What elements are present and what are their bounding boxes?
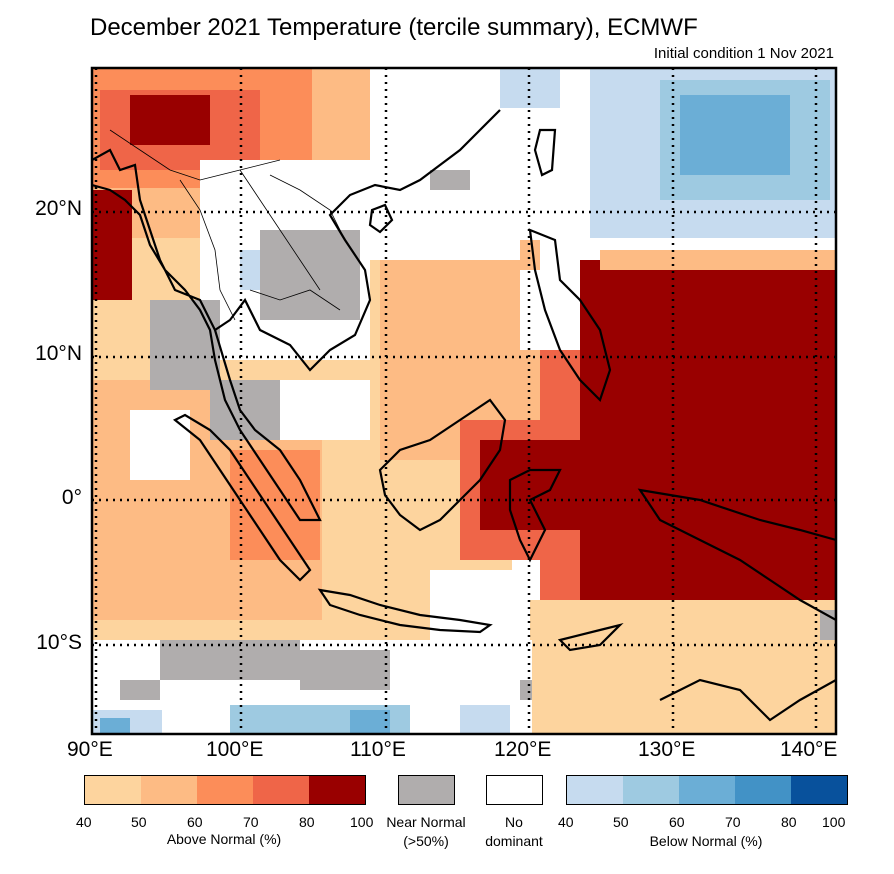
above-80-region (580, 260, 836, 600)
below-60-region (350, 710, 390, 734)
near-normal-label-line2: (>50%) (403, 833, 449, 849)
above-tick: 100 (350, 814, 374, 830)
above-80-region (92, 190, 132, 300)
below-tick: 50 (613, 814, 629, 830)
below-40-region (500, 68, 560, 108)
map-title: December 2021 Temperature (tercile summa… (90, 14, 698, 41)
below-40-region (460, 705, 510, 734)
below-normal-colorbar (566, 775, 848, 805)
below-70-swatch (735, 776, 791, 804)
near-normal-label-line1: Near Normal (386, 814, 466, 830)
below-60-region (100, 718, 130, 734)
hainan-coastline (368, 203, 394, 234)
below-tick: 40 (558, 814, 574, 830)
above-60-region (230, 450, 320, 560)
mainland-east-coastline (214, 109, 501, 372)
above-tick: 70 (243, 814, 259, 830)
below-40-swatch (567, 776, 623, 804)
below-50-swatch (623, 776, 679, 804)
lon-label-90e: 90°E (67, 738, 113, 761)
above-tick: 60 (187, 814, 203, 830)
below-normal-regions (92, 68, 836, 734)
below-80-swatch (791, 776, 847, 804)
lon-label-100e: 100°E (206, 738, 264, 761)
sulawesi-coastline (508, 468, 562, 563)
below-normal-caption: Below Normal (%) (649, 833, 763, 849)
no-dominant-label-line1: No (505, 814, 523, 830)
lat-label-10s: 10°S (36, 631, 82, 654)
borneo-coastline (378, 398, 507, 532)
timor-coastline (557, 622, 624, 652)
below-tick: 70 (725, 814, 741, 830)
no-dominant-label-line2: dominant (485, 833, 543, 849)
below-tick: 80 (781, 814, 797, 830)
sumatra-coastline (172, 413, 312, 582)
below-60-swatch (679, 776, 735, 804)
mainland-coastline (92, 148, 322, 522)
lat-label-0: 0° (61, 486, 82, 509)
below-tick: 60 (669, 814, 685, 830)
above-tick: 80 (299, 814, 315, 830)
map-frame (90, 66, 838, 736)
lon-label-130e: 130°E (638, 738, 696, 761)
coastlines (92, 109, 836, 722)
above-70-swatch (253, 776, 309, 804)
java-coastline (317, 588, 493, 634)
lon-label-140e: 140°E (780, 738, 838, 761)
above-tick: 50 (131, 814, 147, 830)
below-tick: 100 (822, 814, 846, 830)
above-60-swatch (197, 776, 253, 804)
above-normal-caption: Above Normal (%) (166, 831, 282, 847)
map-subtitle: Initial condition 1 Nov 2021 (653, 45, 834, 62)
australia-coastline (659, 678, 836, 722)
above-80-region (130, 95, 210, 145)
above-40-region (520, 600, 836, 734)
philippines-coastline (528, 228, 612, 403)
above-normal-colorbar (84, 775, 366, 805)
taiwan-coastline (533, 128, 557, 177)
near-normal-swatch (398, 775, 455, 805)
above-40-swatch (85, 776, 141, 804)
lat-label-10n: 10°N (35, 342, 82, 365)
new-guinea-coastline (637, 488, 836, 622)
no-dominant-swatch (486, 775, 543, 805)
below-60-region (680, 95, 790, 175)
country-borders (109, 129, 346, 321)
above-50-swatch (141, 776, 197, 804)
lat-label-20n: 20°N (35, 197, 82, 220)
lon-label-110e: 110°E (350, 738, 406, 761)
above-80-swatch (309, 776, 365, 804)
above-tick: 40 (76, 814, 92, 830)
graticule (92, 68, 836, 734)
lon-label-120e: 120°E (494, 738, 552, 761)
